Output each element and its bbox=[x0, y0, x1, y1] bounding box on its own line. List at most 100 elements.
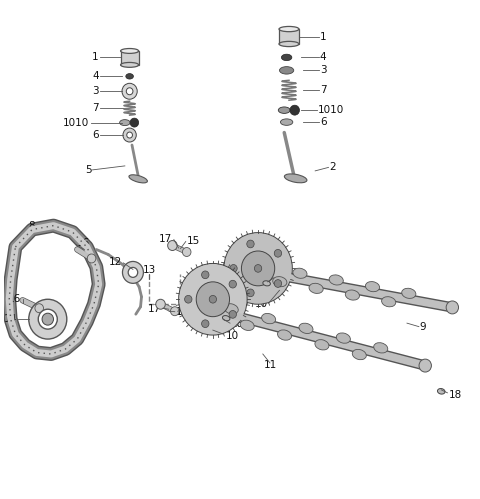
Text: 14: 14 bbox=[4, 314, 17, 324]
Text: 16: 16 bbox=[77, 238, 91, 248]
Ellipse shape bbox=[273, 276, 287, 287]
Circle shape bbox=[87, 254, 96, 263]
Ellipse shape bbox=[257, 261, 271, 271]
Bar bbox=[279, 29, 299, 44]
Circle shape bbox=[419, 359, 432, 372]
Ellipse shape bbox=[278, 107, 290, 113]
Text: 17: 17 bbox=[159, 234, 172, 244]
Text: 3: 3 bbox=[320, 65, 326, 75]
Ellipse shape bbox=[229, 310, 237, 318]
Ellipse shape bbox=[374, 343, 388, 353]
Ellipse shape bbox=[382, 297, 396, 307]
Ellipse shape bbox=[230, 264, 237, 272]
Ellipse shape bbox=[277, 330, 291, 340]
Ellipse shape bbox=[336, 333, 350, 343]
Text: 17: 17 bbox=[148, 304, 161, 314]
Text: 10: 10 bbox=[254, 299, 267, 309]
Ellipse shape bbox=[279, 26, 299, 31]
Text: 8: 8 bbox=[28, 221, 35, 231]
Circle shape bbox=[123, 128, 136, 142]
Circle shape bbox=[29, 299, 67, 339]
Circle shape bbox=[127, 132, 132, 138]
Ellipse shape bbox=[293, 268, 307, 278]
Circle shape bbox=[130, 118, 139, 127]
Ellipse shape bbox=[126, 73, 133, 79]
Ellipse shape bbox=[262, 313, 276, 324]
Text: 15: 15 bbox=[187, 236, 200, 246]
Circle shape bbox=[122, 261, 144, 283]
Circle shape bbox=[179, 263, 247, 335]
Ellipse shape bbox=[279, 41, 299, 46]
Circle shape bbox=[156, 299, 165, 309]
Ellipse shape bbox=[329, 275, 343, 285]
Ellipse shape bbox=[437, 389, 445, 394]
Ellipse shape bbox=[222, 315, 230, 321]
Ellipse shape bbox=[263, 281, 270, 286]
Circle shape bbox=[128, 267, 138, 277]
Ellipse shape bbox=[224, 304, 238, 314]
Circle shape bbox=[290, 105, 300, 115]
Ellipse shape bbox=[247, 289, 254, 297]
Circle shape bbox=[35, 304, 44, 313]
Ellipse shape bbox=[365, 281, 380, 292]
Ellipse shape bbox=[280, 119, 293, 125]
Bar bbox=[120, 51, 139, 65]
Ellipse shape bbox=[309, 283, 323, 293]
Text: 3: 3 bbox=[92, 86, 99, 96]
Text: 9: 9 bbox=[420, 322, 426, 332]
Text: 4: 4 bbox=[320, 52, 326, 62]
Text: 1: 1 bbox=[320, 31, 326, 41]
Ellipse shape bbox=[120, 120, 130, 126]
Ellipse shape bbox=[129, 175, 147, 183]
Ellipse shape bbox=[185, 295, 192, 303]
Ellipse shape bbox=[345, 290, 360, 300]
Text: 13: 13 bbox=[143, 265, 156, 275]
Ellipse shape bbox=[284, 174, 307, 183]
Ellipse shape bbox=[352, 349, 366, 360]
Circle shape bbox=[196, 282, 229, 317]
Circle shape bbox=[126, 88, 133, 95]
Ellipse shape bbox=[247, 240, 254, 248]
Ellipse shape bbox=[229, 280, 237, 288]
Circle shape bbox=[182, 248, 191, 256]
Circle shape bbox=[254, 264, 262, 272]
Ellipse shape bbox=[120, 62, 139, 67]
Circle shape bbox=[170, 307, 179, 316]
Ellipse shape bbox=[202, 320, 209, 327]
Circle shape bbox=[446, 301, 458, 314]
Text: 11: 11 bbox=[264, 360, 276, 370]
Text: 18: 18 bbox=[231, 319, 244, 329]
Circle shape bbox=[224, 233, 292, 304]
Text: 7: 7 bbox=[320, 85, 326, 95]
Text: 1: 1 bbox=[92, 52, 99, 62]
Text: 12: 12 bbox=[109, 257, 122, 267]
Text: 16: 16 bbox=[8, 294, 22, 304]
Ellipse shape bbox=[299, 323, 313, 333]
Text: 1010: 1010 bbox=[63, 118, 89, 128]
Text: 18: 18 bbox=[448, 390, 462, 400]
Text: 10: 10 bbox=[225, 331, 239, 341]
Ellipse shape bbox=[274, 250, 282, 257]
Text: 1010: 1010 bbox=[318, 105, 344, 115]
Text: 4: 4 bbox=[92, 71, 99, 81]
Ellipse shape bbox=[202, 271, 209, 278]
Text: 2: 2 bbox=[329, 162, 336, 172]
Circle shape bbox=[241, 251, 275, 286]
Ellipse shape bbox=[279, 67, 294, 74]
Text: 7: 7 bbox=[92, 103, 99, 113]
Circle shape bbox=[209, 295, 216, 303]
Ellipse shape bbox=[402, 288, 416, 298]
Text: 5: 5 bbox=[85, 165, 92, 175]
Ellipse shape bbox=[274, 279, 282, 287]
Circle shape bbox=[38, 309, 57, 329]
Text: 6: 6 bbox=[92, 130, 99, 140]
Ellipse shape bbox=[120, 48, 139, 53]
Circle shape bbox=[168, 241, 177, 250]
Ellipse shape bbox=[315, 340, 329, 350]
Text: 6: 6 bbox=[320, 117, 326, 127]
Circle shape bbox=[42, 313, 53, 325]
Ellipse shape bbox=[240, 320, 254, 330]
Circle shape bbox=[122, 83, 137, 99]
Text: 18: 18 bbox=[275, 272, 288, 282]
Ellipse shape bbox=[281, 54, 292, 61]
